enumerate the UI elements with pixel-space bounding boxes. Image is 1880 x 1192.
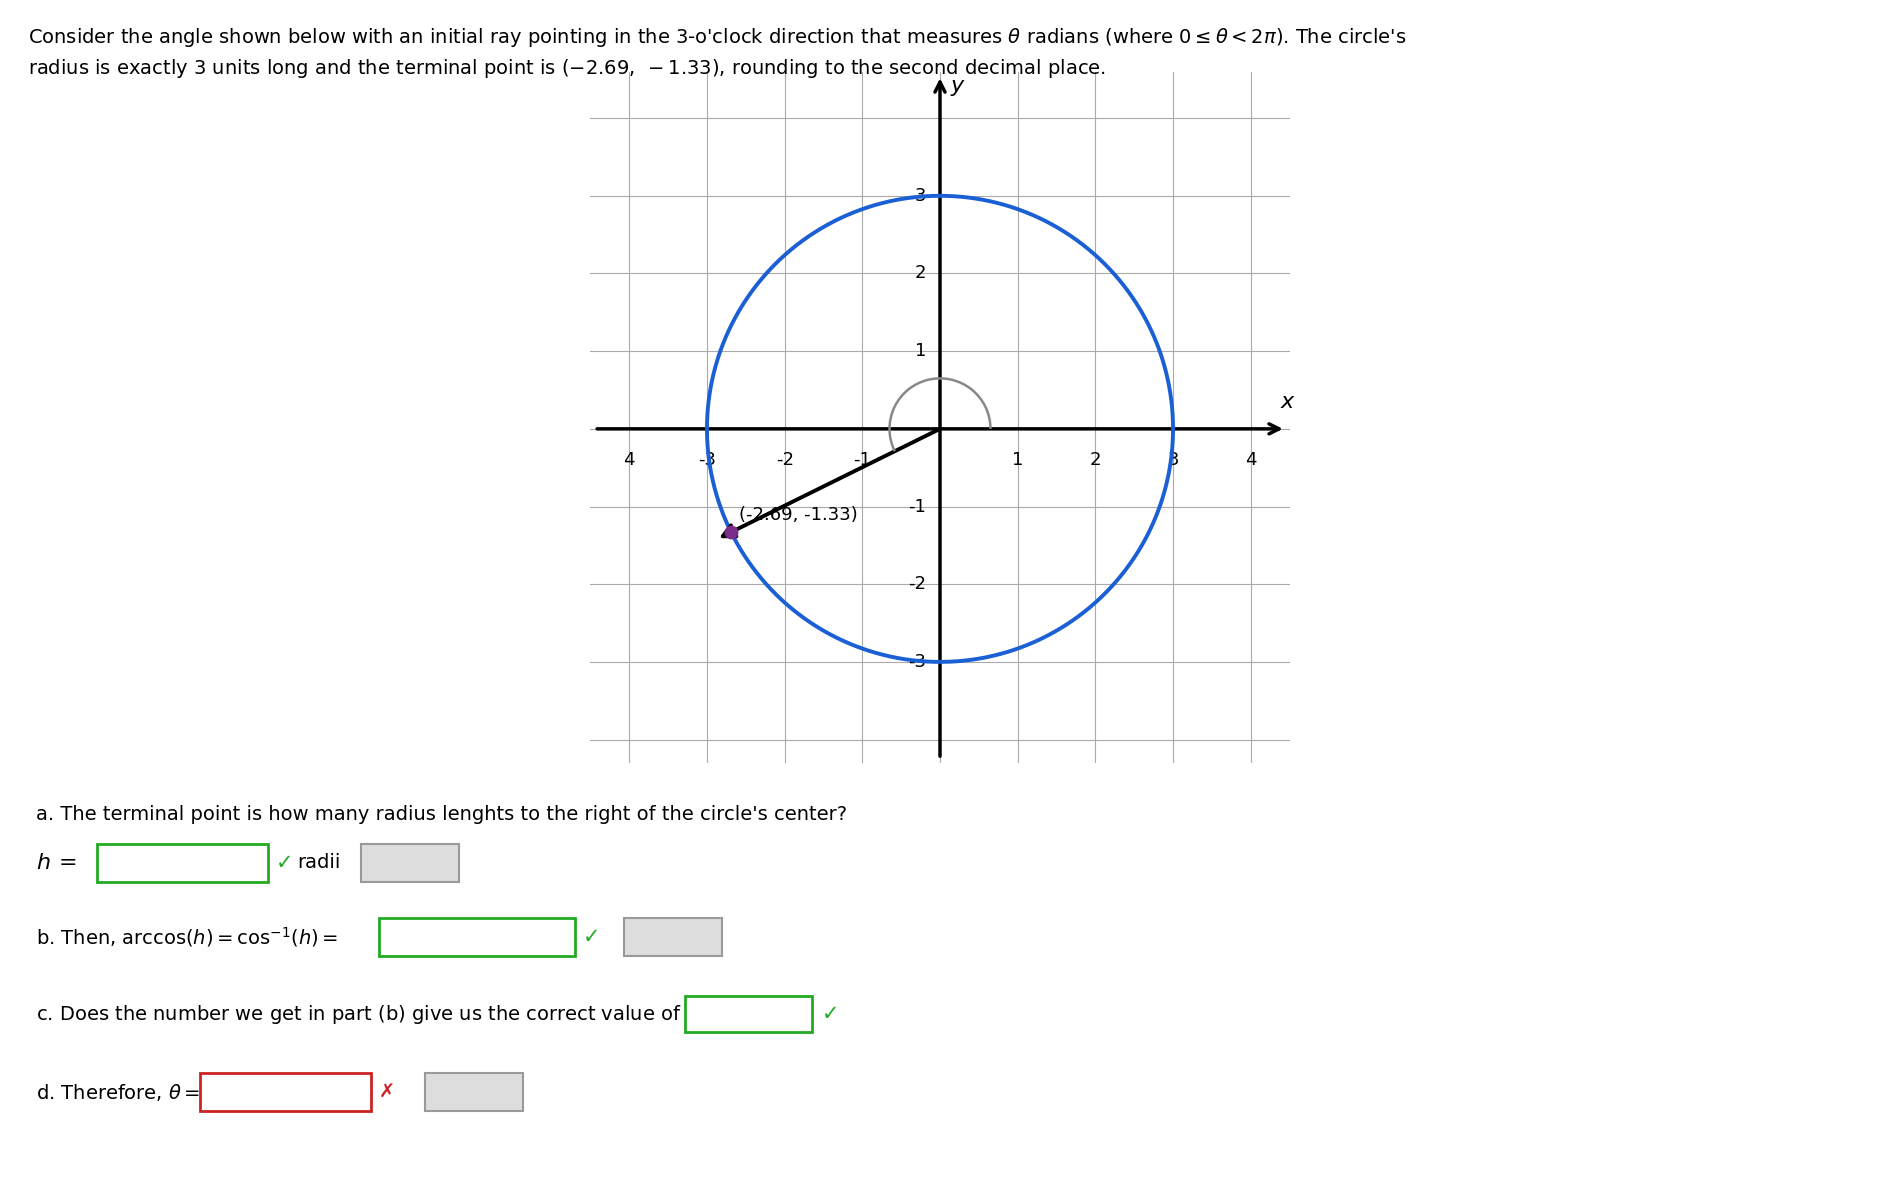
Text: -3: -3 bbox=[908, 653, 927, 671]
Text: 4: 4 bbox=[624, 451, 635, 468]
FancyBboxPatch shape bbox=[199, 1073, 370, 1111]
Text: ✓: ✓ bbox=[276, 852, 293, 873]
Text: Preview: Preview bbox=[438, 1084, 509, 1101]
Text: 2: 2 bbox=[914, 265, 927, 283]
Text: $y$: $y$ bbox=[949, 77, 966, 98]
Text: ✓: ✓ bbox=[583, 927, 600, 948]
Text: 3: 3 bbox=[1167, 451, 1179, 468]
Text: ✓: ✓ bbox=[822, 1005, 840, 1024]
Text: Preview: Preview bbox=[376, 853, 446, 871]
FancyBboxPatch shape bbox=[624, 919, 722, 956]
Text: c. Does the number we get in part (b) give us the correct value of $\theta$?: c. Does the number we get in part (b) gi… bbox=[36, 1002, 709, 1026]
Text: -3: -3 bbox=[697, 451, 716, 468]
Text: (-2.69, -1.33): (-2.69, -1.33) bbox=[739, 507, 857, 524]
FancyBboxPatch shape bbox=[684, 997, 812, 1032]
Text: ✗: ✗ bbox=[380, 1082, 395, 1101]
Text: $x$: $x$ bbox=[1280, 392, 1295, 411]
FancyBboxPatch shape bbox=[425, 1073, 523, 1111]
Text: d. Therefore, $\theta =$: d. Therefore, $\theta =$ bbox=[36, 1081, 201, 1103]
Text: 2: 2 bbox=[1090, 451, 1102, 468]
Text: -1: -1 bbox=[908, 497, 927, 515]
Text: Consider the angle shown below with an initial ray pointing in the 3-o'clock dir: Consider the angle shown below with an i… bbox=[28, 26, 1406, 49]
Text: 4: 4 bbox=[1245, 451, 1256, 468]
Text: arccos(-2.69/3): arccos(-2.69/3) bbox=[408, 929, 545, 946]
Text: ▾: ▾ bbox=[795, 1005, 805, 1023]
FancyBboxPatch shape bbox=[380, 919, 575, 956]
Text: -2: -2 bbox=[776, 451, 793, 468]
Text: radii: radii bbox=[297, 853, 340, 873]
Text: $h\,=$: $h\,=$ bbox=[36, 852, 77, 873]
FancyBboxPatch shape bbox=[96, 844, 269, 882]
Text: radius is exactly 3 units long and the terminal point is $( - 2.69,\; - 1.33)$, : radius is exactly 3 units long and the t… bbox=[28, 57, 1105, 80]
FancyBboxPatch shape bbox=[361, 844, 459, 882]
Text: No: No bbox=[692, 1005, 716, 1023]
Text: b. Then, arccos$(h) = \mathrm{cos}^{-1}(h) =$: b. Then, arccos$(h) = \mathrm{cos}^{-1}(… bbox=[36, 925, 338, 949]
Text: Preview: Preview bbox=[637, 929, 709, 946]
Text: 1: 1 bbox=[916, 342, 927, 360]
Text: -2: -2 bbox=[908, 576, 927, 594]
Text: -2.69/3: -2.69/3 bbox=[150, 853, 214, 871]
Text: 1: 1 bbox=[1011, 451, 1023, 468]
Text: a. The terminal point is how many radius lenghts to the right of the circle's ce: a. The terminal point is how many radius… bbox=[36, 805, 848, 824]
Text: -1: -1 bbox=[854, 451, 870, 468]
Text: 3: 3 bbox=[914, 187, 927, 205]
